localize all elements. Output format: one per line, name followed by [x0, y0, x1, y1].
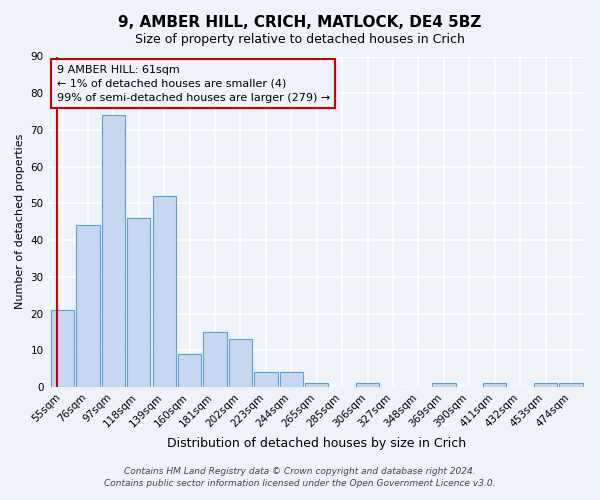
Bar — [51, 310, 74, 387]
Bar — [152, 196, 176, 387]
Bar — [280, 372, 303, 387]
Bar — [178, 354, 202, 387]
Y-axis label: Number of detached properties: Number of detached properties — [15, 134, 25, 310]
Bar — [127, 218, 151, 387]
Bar — [305, 384, 328, 387]
Bar — [356, 384, 379, 387]
Bar — [559, 384, 583, 387]
Text: 9, AMBER HILL, CRICH, MATLOCK, DE4 5BZ: 9, AMBER HILL, CRICH, MATLOCK, DE4 5BZ — [118, 15, 482, 30]
Bar — [534, 384, 557, 387]
Bar — [229, 339, 252, 387]
Text: 9 AMBER HILL: 61sqm
← 1% of detached houses are smaller (4)
99% of semi-detached: 9 AMBER HILL: 61sqm ← 1% of detached hou… — [56, 65, 330, 103]
X-axis label: Distribution of detached houses by size in Crich: Distribution of detached houses by size … — [167, 437, 466, 450]
Bar — [432, 384, 455, 387]
Bar — [254, 372, 278, 387]
Text: Contains HM Land Registry data © Crown copyright and database right 2024.
Contai: Contains HM Land Registry data © Crown c… — [104, 466, 496, 487]
Bar — [203, 332, 227, 387]
Bar — [483, 384, 506, 387]
Text: Size of property relative to detached houses in Crich: Size of property relative to detached ho… — [135, 32, 465, 46]
Bar — [76, 226, 100, 387]
Bar — [101, 115, 125, 387]
